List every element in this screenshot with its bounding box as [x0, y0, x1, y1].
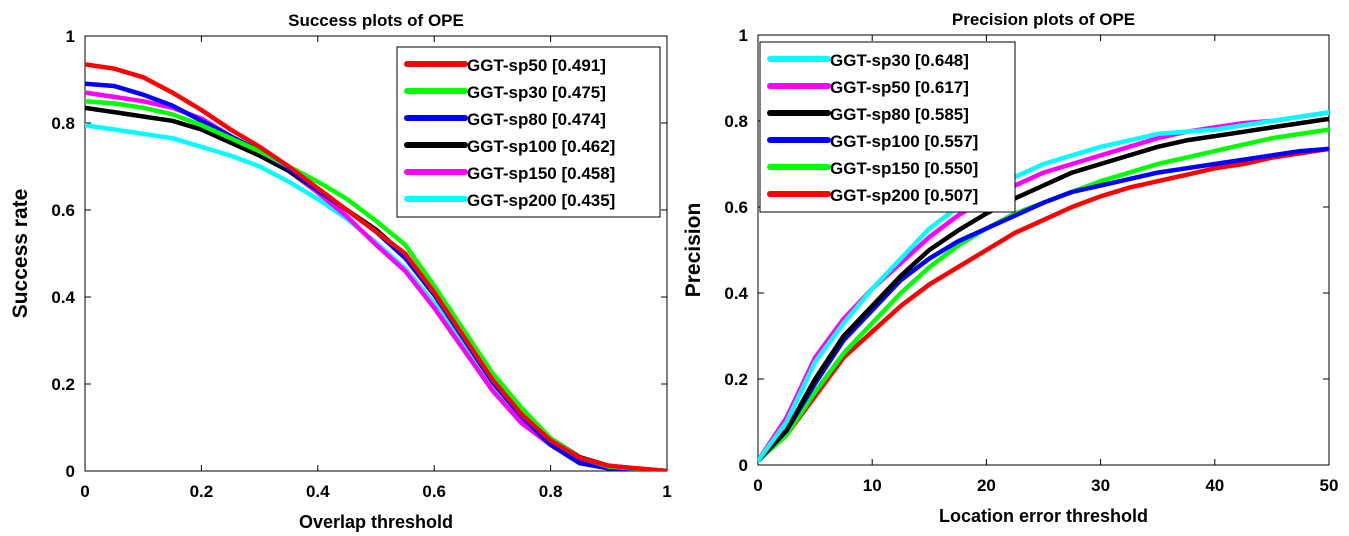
legend-label: GGT-sp150 [0.458]: [467, 164, 615, 183]
y-tick-label: 0.6: [724, 198, 748, 217]
x-tick-label: 40: [1205, 476, 1224, 495]
y-tick-label: 1: [66, 27, 75, 46]
y-tick-label: 1: [739, 26, 748, 45]
series-group: [85, 62, 667, 471]
x-tick-label: 0.6: [422, 482, 446, 501]
y-tick-label: 0.6: [51, 201, 75, 220]
legend-label: GGT-sp100 [0.462]: [467, 137, 615, 156]
x-axis-label: Overlap threshold: [299, 512, 453, 532]
y-tick-label: 0.2: [724, 370, 748, 389]
series-line: [758, 146, 1329, 463]
legend: GGT-sp30 [0.648] GGT-sp50 [0.617] GGT-sp80…: [759, 41, 1016, 213]
legend-box: [759, 41, 1016, 213]
y-tick-label: 0.2: [51, 375, 75, 394]
chart-title: Precision plots of OPE: [952, 10, 1135, 29]
y-axis-label: Precision: [682, 203, 705, 298]
y-tick-label: 0.8: [51, 114, 75, 133]
series-line: [85, 62, 667, 471]
legend-label: GGT-sp30 [0.475]: [467, 83, 606, 102]
legend-label: GGT-sp80 [0.585]: [830, 105, 969, 124]
x-tick-label: 0.2: [190, 482, 214, 501]
legend-label: GGT-sp100 [0.557]: [830, 132, 978, 151]
y-tick-label: 0.4: [51, 288, 75, 307]
x-tick-label: 10: [863, 476, 882, 495]
legend: GGT-sp50 [0.491] GGT-sp30 [0.475] GGT-sp80…: [396, 46, 661, 218]
x-tick-label: 50: [1320, 476, 1339, 495]
chart-title: Success plots of OPE: [288, 11, 464, 30]
legend-box: [396, 46, 661, 218]
x-tick-label: 0.4: [306, 482, 330, 501]
legend-label: GGT-sp200 [0.435]: [467, 191, 615, 210]
series-line: [758, 110, 1329, 463]
series-group: [758, 110, 1329, 463]
precision-plot: 0 10 20 30 40 50 0 0.2 0.4 0.6 0.8 1 Precision plots…: [682, 10, 1338, 526]
y-tick-label: 0.8: [724, 112, 748, 131]
legend-label: GGT-sp200 [0.507]: [830, 186, 978, 205]
y-tick-label: 0.4: [724, 284, 748, 303]
legend-label: GGT-sp50 [0.617]: [830, 78, 969, 97]
success-plot: 0 0.2 0.4 0.6 0.8 1 0 0.2 0.4 0.6 0.8 1 Success plot…: [9, 11, 672, 532]
x-tick-label: 30: [1091, 476, 1110, 495]
y-axis-label: Success rate: [9, 189, 32, 319]
y-tick-label: 0: [66, 462, 75, 481]
legend-label: GGT-sp30 [0.648]: [830, 51, 969, 70]
x-tick-label: 0: [753, 476, 762, 495]
x-axis-label: Location error threshold: [939, 506, 1148, 526]
series-line: [758, 146, 1329, 463]
x-tick-label: 0: [80, 482, 89, 501]
legend-label: GGT-sp150 [0.550]: [830, 159, 978, 178]
x-tick-label: 0.8: [539, 482, 563, 501]
y-tick-label: 0: [739, 456, 748, 475]
x-tick-label: 1: [662, 482, 671, 501]
series-line: [758, 116, 1329, 463]
legend-label: GGT-sp50 [0.491]: [467, 56, 606, 75]
legend-label: GGT-sp80 [0.474]: [467, 110, 606, 129]
x-tick-label: 20: [977, 476, 996, 495]
